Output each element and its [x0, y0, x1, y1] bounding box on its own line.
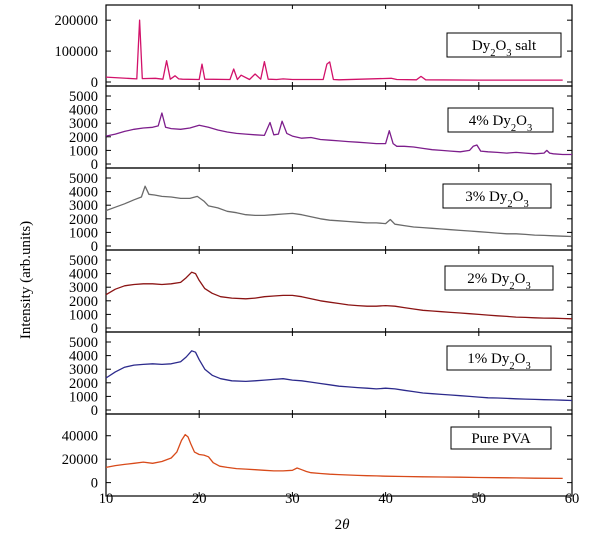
- y-tick-label: 0: [91, 157, 98, 173]
- series-line: [105, 271, 573, 320]
- panel-6: 0 20000 40000 Pure PVA: [62, 413, 573, 497]
- y-tick-label: 3000: [69, 280, 98, 296]
- y-tick-label: 1000: [69, 225, 98, 241]
- series-line: [105, 112, 572, 156]
- y-tick-label: 5000: [69, 171, 98, 187]
- legend-label: Dy2O3 salt: [472, 38, 537, 59]
- y-tick-label: 2000: [69, 376, 98, 392]
- legend-text-part: 1% Dy: [467, 351, 510, 367]
- x-axis: 10 20 30 40 50 60: [99, 491, 580, 507]
- legend-label: Pure PVA: [471, 431, 530, 447]
- legend-box: [446, 345, 552, 371]
- x-label-base: 2: [335, 517, 343, 533]
- x-tick-label: 20: [192, 491, 207, 507]
- legend-box: [444, 265, 554, 291]
- y-tick-label: 3000: [69, 116, 98, 132]
- legend-box: [450, 426, 552, 450]
- legend-text-part: 3: [527, 123, 532, 134]
- y-tick-label: 5000: [69, 253, 98, 269]
- panel-1: 0 100000 200000 Dy2O3 salt: [55, 4, 573, 91]
- legend-box: [442, 183, 552, 209]
- y-tick-label: 4000: [69, 267, 98, 283]
- legend-text-part: 3: [506, 48, 511, 59]
- legend-text-part: 3: [525, 281, 530, 292]
- y-tick-label: 40000: [62, 429, 98, 445]
- x-tick-label: 10: [99, 491, 114, 507]
- y-tick-label: 5000: [69, 89, 98, 105]
- legend-label: 1% Dy2O3: [467, 351, 530, 372]
- legend-text-part: O: [513, 189, 524, 205]
- legend-text-part: 2% Dy: [467, 271, 510, 287]
- y-tick-label: 4000: [69, 185, 98, 201]
- legend-box: [447, 107, 554, 133]
- legend-label: 2% Dy2O3: [467, 271, 530, 292]
- legend-text-part: O: [516, 113, 527, 129]
- y-tick-label: 1000: [69, 389, 98, 405]
- series-line: [105, 19, 563, 81]
- legend-text-part: 2: [490, 48, 495, 59]
- x-tick-label: 50: [472, 491, 487, 507]
- y-tick-label: 1000: [69, 143, 98, 159]
- x-label-theta: θ: [342, 517, 350, 533]
- y-tick-label: 200000: [55, 13, 99, 29]
- y-tick-label: 5000: [69, 335, 98, 351]
- y-tick-label: 1000: [69, 307, 98, 323]
- series-line: [105, 185, 573, 238]
- legend-text-part: Pure PVA: [471, 431, 530, 447]
- legend-text-part: 2: [511, 123, 516, 134]
- y-tick-label: 0: [91, 403, 98, 419]
- y-tick-label: 4000: [69, 103, 98, 119]
- y-tick-label: 0: [91, 75, 98, 91]
- legend-text-part: 3% Dy: [465, 189, 508, 205]
- y-tick-label: 2000: [69, 212, 98, 228]
- panel-frame: [105, 413, 573, 497]
- y-tick-label: 3000: [69, 362, 98, 378]
- legend-box: [446, 32, 562, 58]
- series-line: [105, 350, 573, 402]
- x-axis-label: 2θ: [335, 517, 351, 533]
- y-tick-label: 0: [91, 476, 98, 492]
- x-tick-label: 40: [378, 491, 393, 507]
- legend-text-part: Dy: [472, 38, 491, 54]
- legend-label: 3% Dy2O3: [465, 189, 528, 210]
- legend-text-part: 2: [507, 199, 512, 210]
- legend-text-part: 3: [523, 199, 528, 210]
- legend-text-part: 3: [525, 361, 530, 372]
- legend-text-part: O: [515, 351, 526, 367]
- series-line: [105, 433, 563, 480]
- x-tick-label: 60: [565, 491, 580, 507]
- y-tick-label: 20000: [62, 452, 98, 468]
- legend-text-part: 4% Dy: [469, 113, 512, 129]
- x-tick-label: 30: [285, 491, 300, 507]
- legend-label: 4% Dy2O3: [469, 113, 532, 134]
- legend-text-part: 2: [509, 361, 514, 372]
- y-tick-label: 0: [91, 321, 98, 337]
- legend-text-part: 2: [509, 281, 514, 292]
- y-tick-label: 100000: [55, 44, 99, 60]
- y-tick-label: 2000: [69, 294, 98, 310]
- y-tick-label: 0: [91, 239, 98, 255]
- legend-text-part: O: [515, 271, 526, 287]
- y-tick-label: 4000: [69, 349, 98, 365]
- y-tick-label: 3000: [69, 198, 98, 214]
- y-tick-label: 2000: [69, 130, 98, 146]
- legend-text-part: O: [495, 38, 506, 54]
- legend-text-part: salt: [512, 38, 537, 54]
- y-axis-label: Intensity (arb.units): [18, 221, 34, 339]
